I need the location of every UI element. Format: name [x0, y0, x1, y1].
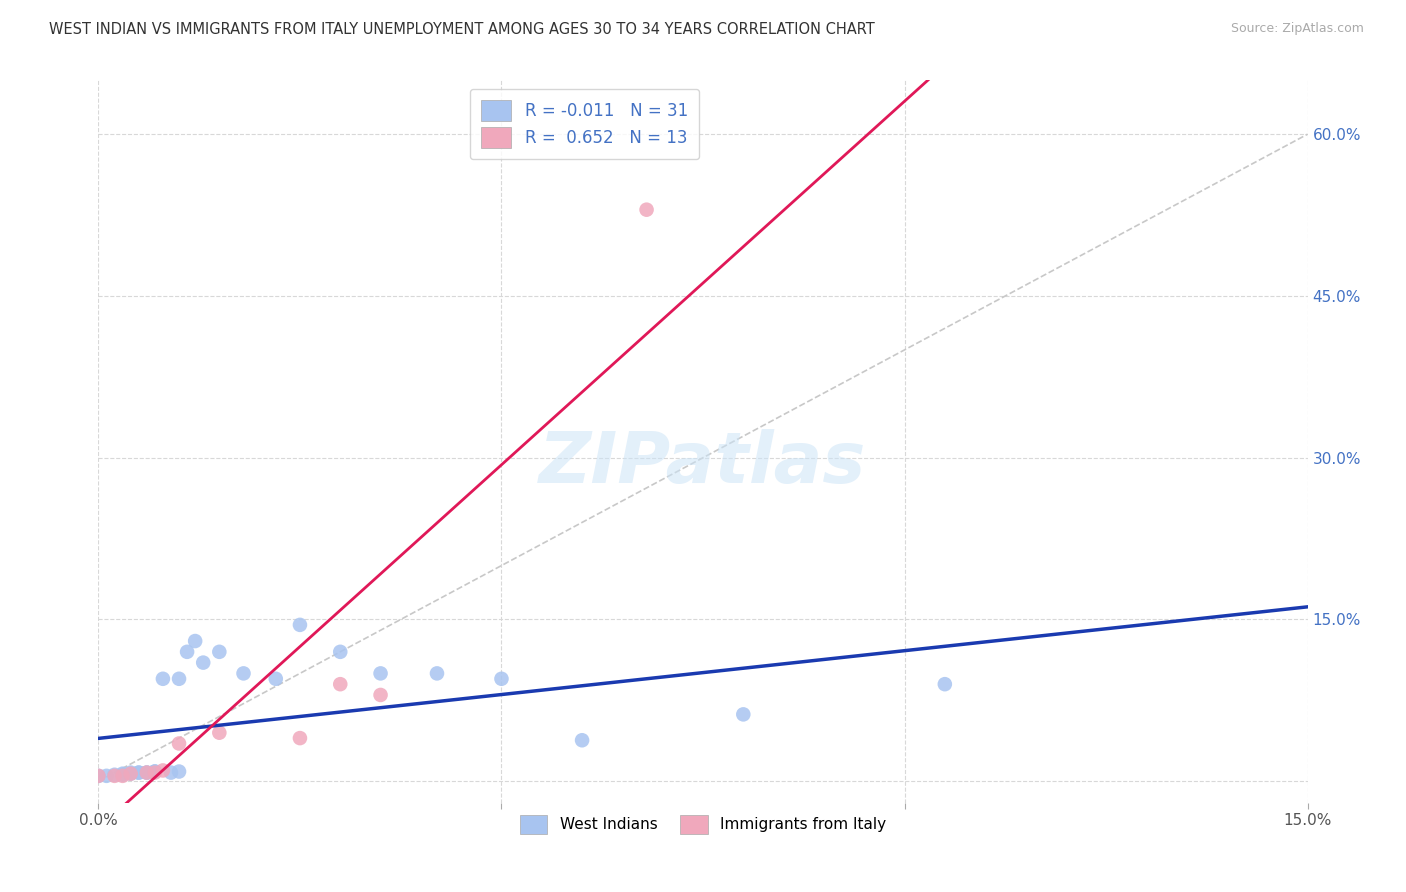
- Point: [128, 765, 150, 780]
- Point: [208, 645, 231, 659]
- Point: [143, 764, 166, 779]
- Point: [934, 677, 956, 691]
- Point: [152, 672, 174, 686]
- Point: [87, 769, 110, 783]
- Point: [167, 764, 190, 779]
- Text: Source: ZipAtlas.com: Source: ZipAtlas.com: [1230, 22, 1364, 36]
- Point: [370, 666, 392, 681]
- Legend: West Indians, Immigrants from Italy: West Indians, Immigrants from Italy: [508, 803, 898, 846]
- Point: [111, 768, 134, 782]
- Point: [733, 707, 755, 722]
- Point: [128, 765, 150, 780]
- Point: [176, 645, 198, 659]
- Text: WEST INDIAN VS IMMIGRANTS FROM ITALY UNEMPLOYMENT AMONG AGES 30 TO 34 YEARS CORR: WEST INDIAN VS IMMIGRANTS FROM ITALY UNE…: [49, 22, 875, 37]
- Point: [288, 731, 311, 745]
- Point: [571, 733, 593, 747]
- Point: [329, 677, 352, 691]
- Point: [120, 766, 142, 780]
- Point: [232, 666, 254, 681]
- Point: [96, 769, 118, 783]
- Point: [120, 766, 142, 780]
- Point: [111, 766, 134, 780]
- Point: [143, 765, 166, 780]
- Point: [264, 672, 287, 686]
- Point: [135, 765, 157, 780]
- Point: [143, 764, 166, 779]
- Point: [160, 765, 183, 780]
- Point: [103, 769, 125, 783]
- Point: [152, 764, 174, 778]
- Point: [491, 672, 513, 686]
- Point: [184, 634, 207, 648]
- Point: [87, 769, 110, 783]
- Point: [426, 666, 449, 681]
- Point: [208, 725, 231, 739]
- Point: [135, 765, 157, 780]
- Point: [167, 737, 190, 751]
- Text: ZIPatlas: ZIPatlas: [540, 429, 866, 498]
- Point: [167, 672, 190, 686]
- Point: [111, 769, 134, 783]
- Point: [288, 618, 311, 632]
- Point: [135, 765, 157, 780]
- Point: [329, 645, 352, 659]
- Point: [193, 656, 215, 670]
- Point: [120, 765, 142, 780]
- Point: [636, 202, 658, 217]
- Point: [370, 688, 392, 702]
- Point: [103, 768, 125, 782]
